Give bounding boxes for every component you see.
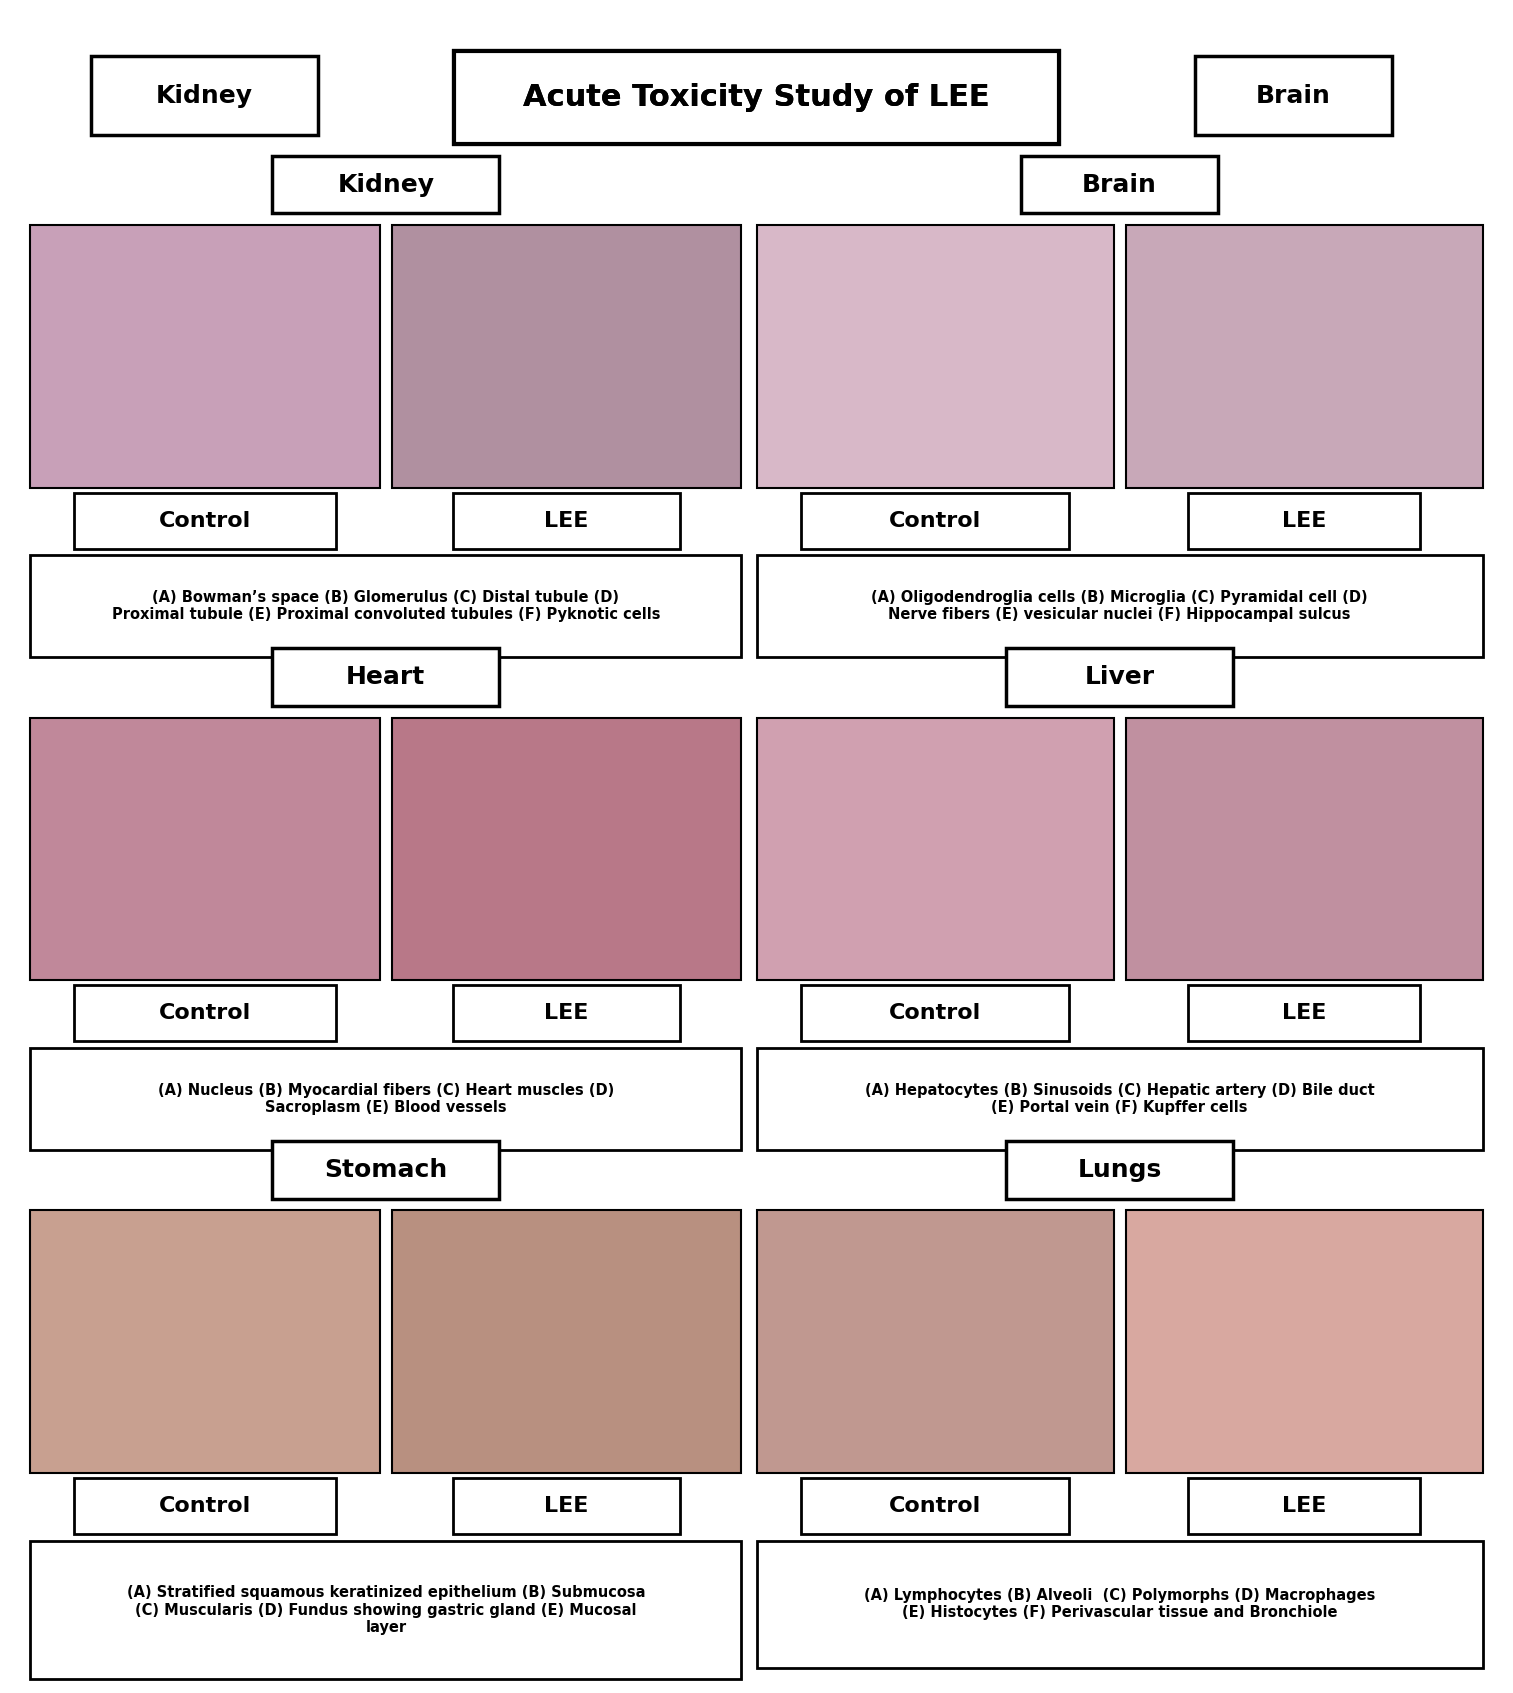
Text: Kidney: Kidney <box>156 85 253 108</box>
Text: Heart: Heart <box>346 665 425 689</box>
Text: (A) Oligodendroglia cells (B) Microglia (C) Pyramidal cell (D)
Nerve fibers (E) : (A) Oligodendroglia cells (B) Microglia … <box>871 589 1368 623</box>
Text: LEE: LEE <box>1282 1004 1327 1023</box>
Text: Brain: Brain <box>1256 85 1331 108</box>
Text: Acute Toxicity Study of LEE: Acute Toxicity Study of LEE <box>523 83 990 112</box>
Text: Stomach: Stomach <box>324 1158 448 1182</box>
Text: LEE: LEE <box>545 511 589 530</box>
Text: LEE: LEE <box>545 1497 589 1515</box>
Text: (A) Lymphocytes (B) Alveoli  (C) Polymorphs (D) Macrophages
(E) Histocytes (F) P: (A) Lymphocytes (B) Alveoli (C) Polymorp… <box>864 1588 1375 1620</box>
Text: (A) Bowman’s space (B) Glomerulus (C) Distal tubule (D)
Proximal tubule (E) Prox: (A) Bowman’s space (B) Glomerulus (C) Di… <box>112 589 660 623</box>
Text: Lungs: Lungs <box>1077 1158 1162 1182</box>
Text: (A) Hepatocytes (B) Sinusoids (C) Hepatic artery (D) Bile duct
(E) Portal vein (: (A) Hepatocytes (B) Sinusoids (C) Hepati… <box>865 1082 1374 1116</box>
Text: Kidney: Kidney <box>337 173 434 196</box>
Text: Control: Control <box>159 1004 251 1023</box>
Text: Control: Control <box>159 1497 251 1515</box>
Text: Brain: Brain <box>1082 173 1157 196</box>
Text: Liver: Liver <box>1085 665 1154 689</box>
Text: Control: Control <box>890 511 980 530</box>
Text: Control: Control <box>890 1497 980 1515</box>
Text: Control: Control <box>890 1004 980 1023</box>
Text: Acute Toxicity Study of LEE: Acute Toxicity Study of LEE <box>523 83 990 112</box>
Text: LEE: LEE <box>1282 1497 1327 1515</box>
Text: Control: Control <box>159 511 251 530</box>
Text: (A) Stratified squamous keratinized epithelium (B) Submucosa
(C) Muscularis (D) : (A) Stratified squamous keratinized epit… <box>127 1585 645 1635</box>
Text: (A) Nucleus (B) Myocardial fibers (C) Heart muscles (D)
Sacroplasm (E) Blood ves: (A) Nucleus (B) Myocardial fibers (C) He… <box>157 1082 614 1116</box>
Text: LEE: LEE <box>545 1004 589 1023</box>
Text: LEE: LEE <box>1282 511 1327 530</box>
